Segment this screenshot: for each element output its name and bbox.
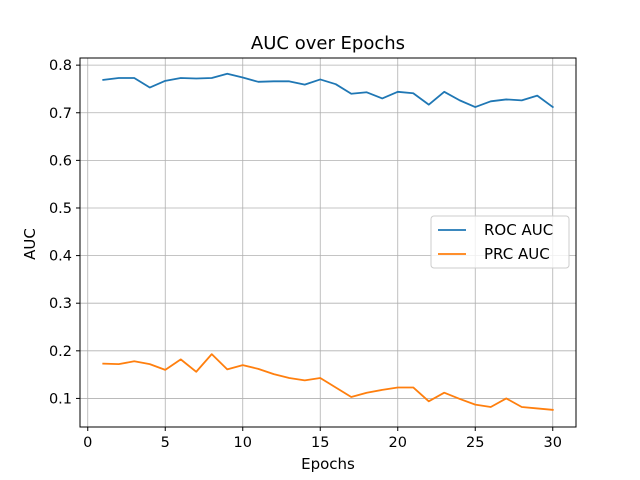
x-tick-label: 10: [234, 435, 252, 451]
y-tick-label: 0.3: [49, 296, 72, 312]
chart-title: AUC over Epochs: [251, 33, 405, 54]
y-tick-label: 0.1: [49, 391, 72, 407]
x-axis-label: Epochs: [301, 455, 355, 473]
y-tick-label: 0.7: [49, 106, 72, 122]
x-tick-label: 30: [544, 435, 562, 451]
y-tick-label: 0.5: [49, 201, 72, 217]
ticks: 0 5 10 15 20 25 30 0.1 0.2 0.3 0.4 0.5 0.6 0.7 0.8: [49, 58, 562, 451]
x-tick-label: 5: [161, 435, 170, 451]
y-axis-label: AUC: [21, 228, 39, 260]
y-tick-label: 0.8: [49, 58, 72, 74]
x-tick-label: 15: [311, 435, 329, 451]
legend-label-1: PRC AUC: [484, 245, 550, 263]
y-tick-label: 0.2: [49, 344, 72, 360]
legend-box: [430, 215, 570, 269]
legend-label-0: ROC AUC: [484, 221, 553, 239]
x-tick-label: 25: [466, 435, 484, 451]
plot-area-frame: [79, 57, 577, 428]
x-tick-label: 20: [389, 435, 407, 451]
y-tick-label: 0.6: [49, 153, 72, 169]
legend: ROC AUC PRC AUC: [430, 215, 570, 269]
series-layer: [102, 72, 555, 411]
y-tick-label: 0.4: [49, 249, 72, 265]
series-line-0: [102, 72, 555, 109]
x-tick-label: 0: [83, 435, 92, 451]
series-line-1: [102, 353, 554, 411]
